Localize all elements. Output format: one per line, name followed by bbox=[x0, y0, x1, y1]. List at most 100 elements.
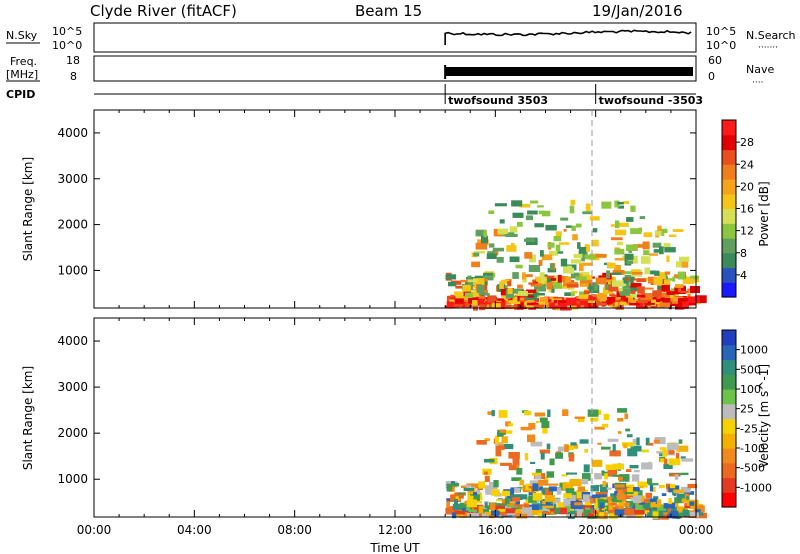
echo-cell bbox=[534, 304, 545, 308]
echo-cell bbox=[637, 294, 646, 298]
echo-cell bbox=[623, 302, 632, 306]
echo-cell bbox=[450, 494, 461, 502]
echo-cell bbox=[575, 223, 582, 228]
freq-tick-bottom: 8 bbox=[70, 70, 77, 83]
echo-cell bbox=[659, 484, 665, 489]
echo-cell bbox=[608, 513, 618, 519]
echo-cell bbox=[524, 252, 533, 259]
echo-cell bbox=[626, 244, 638, 251]
echo-cell bbox=[639, 485, 644, 489]
freq-nave-band bbox=[445, 67, 693, 76]
echo-cell bbox=[635, 502, 645, 510]
echo-cell bbox=[559, 303, 571, 311]
echo-cell bbox=[653, 439, 660, 444]
echo-cell bbox=[574, 502, 582, 506]
echo-cell bbox=[505, 233, 518, 237]
colorbar-tick-label: 12 bbox=[740, 225, 754, 238]
echo-cell bbox=[493, 480, 499, 488]
echo-cell bbox=[617, 431, 622, 434]
echo-cell bbox=[463, 487, 475, 492]
echo-cell bbox=[473, 252, 480, 257]
colorbar-segment bbox=[722, 433, 736, 449]
echo-cell bbox=[583, 464, 590, 473]
echo-cell bbox=[537, 513, 542, 517]
nsky-label: N.Sky bbox=[6, 29, 38, 42]
echo-cell bbox=[514, 487, 521, 493]
echo-cell bbox=[565, 225, 572, 228]
echo-cell bbox=[618, 288, 623, 292]
echo-cell bbox=[558, 242, 570, 245]
echo-cell bbox=[542, 500, 546, 505]
echo-cell bbox=[563, 498, 570, 507]
echo-cell bbox=[544, 495, 555, 502]
echo-cell bbox=[550, 507, 558, 515]
echo-cell bbox=[659, 453, 665, 457]
colorbar-tick-label: -25 bbox=[740, 422, 758, 435]
echo-cell bbox=[660, 231, 665, 236]
echo-cell bbox=[530, 461, 536, 464]
nsky-strip-frame bbox=[93, 22, 697, 53]
echo-cell bbox=[515, 264, 523, 269]
echo-cell bbox=[484, 271, 495, 274]
echo-cell bbox=[591, 494, 601, 499]
echo-cell bbox=[539, 449, 551, 454]
echo-cell bbox=[584, 244, 590, 252]
colorbar-segment bbox=[722, 374, 736, 390]
echo-cell bbox=[522, 272, 526, 280]
echo-cell bbox=[527, 210, 538, 215]
echo-cell bbox=[614, 302, 619, 306]
echo-cell bbox=[690, 275, 699, 280]
echo-cell bbox=[540, 452, 545, 460]
echo-cell bbox=[672, 229, 684, 232]
echo-cell bbox=[551, 285, 555, 293]
echo-cell bbox=[619, 301, 627, 305]
echo-cell bbox=[501, 279, 509, 284]
echo-cell bbox=[607, 438, 619, 442]
echo-cell bbox=[511, 200, 523, 207]
echo-cell bbox=[681, 260, 689, 268]
echo-cell bbox=[644, 498, 650, 503]
echo-cell bbox=[519, 203, 531, 208]
echo-cell bbox=[556, 487, 562, 495]
echo-cell bbox=[679, 256, 690, 262]
echo-cell bbox=[614, 200, 620, 208]
echo-cell bbox=[531, 510, 539, 515]
echo-cell bbox=[640, 256, 651, 264]
echo-cell bbox=[532, 483, 539, 491]
echo-cell bbox=[592, 228, 598, 233]
echo-cell bbox=[500, 300, 512, 305]
echo-cell bbox=[472, 300, 478, 306]
echo-cell bbox=[580, 282, 589, 287]
echo-cell bbox=[499, 219, 505, 224]
echo-cell bbox=[624, 413, 629, 420]
echo-cell bbox=[663, 463, 673, 469]
echo-cell bbox=[578, 294, 589, 299]
echo-cell bbox=[674, 474, 679, 480]
echo-cell bbox=[585, 295, 593, 299]
echo-cell bbox=[504, 497, 510, 504]
velocity-y-ticks: 1000 2000 3000 4000 bbox=[57, 334, 696, 486]
echo-cell bbox=[446, 483, 453, 492]
echo-cell bbox=[590, 496, 596, 504]
echo-cell bbox=[612, 463, 624, 470]
echo-cell bbox=[465, 506, 471, 511]
colorbar-segment bbox=[722, 120, 736, 136]
echo-cell bbox=[688, 503, 698, 509]
echo-cell bbox=[539, 272, 545, 280]
echo-cell bbox=[540, 250, 544, 257]
echo-cell bbox=[606, 487, 612, 490]
echo-cell bbox=[632, 438, 640, 445]
echo-cell bbox=[594, 473, 602, 480]
echo-cell bbox=[632, 297, 636, 303]
echo-cell bbox=[506, 245, 517, 252]
echo-cell bbox=[508, 464, 517, 471]
echo-cell bbox=[675, 452, 680, 459]
echo-cell bbox=[605, 505, 611, 512]
echo-cell bbox=[547, 242, 555, 248]
echo-cell bbox=[623, 201, 630, 204]
echo-cell bbox=[579, 439, 589, 444]
echo-cell bbox=[616, 241, 624, 246]
colorbar-segment bbox=[722, 344, 736, 361]
nave-label: Nave bbox=[746, 63, 774, 76]
echo-cell bbox=[476, 500, 482, 504]
